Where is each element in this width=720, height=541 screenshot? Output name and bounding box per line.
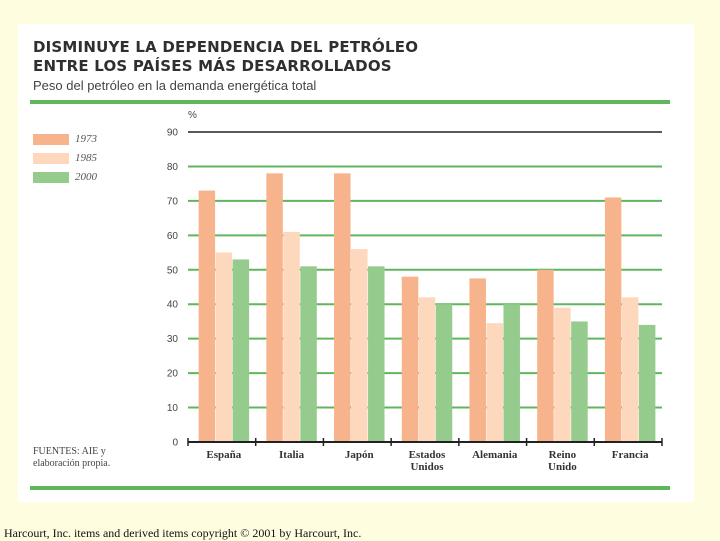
bar-1985-0 (215, 252, 233, 442)
bar-1973-1 (266, 173, 283, 443)
category-label-2-0: Japón (345, 449, 374, 461)
source-note: FUENTES: AIE y elaboración propia. (33, 446, 110, 470)
y-tick-label-90: 90 (167, 128, 179, 139)
chart-title: DISMINUYE LA DEPENDENCIA DEL PETRÓLEO EN… (33, 38, 418, 76)
legend-swatch-1985 (33, 153, 69, 164)
bottom-rule (30, 486, 670, 490)
legend-label-1973: 1973 (75, 133, 97, 145)
bar-1973-6 (604, 197, 622, 442)
y-tick-label-50: 50 (167, 265, 179, 276)
bar-2000-0 (232, 259, 250, 442)
y-tick-label-30: 30 (167, 334, 179, 345)
source-line-2: elaboración propia. (33, 458, 111, 469)
bar-1973-2 (334, 173, 351, 443)
legend-swatch-1973 (33, 134, 69, 145)
category-label-1-0: Italia (279, 449, 305, 461)
bar-2000-2 (368, 266, 385, 442)
y-tick-label-40: 40 (167, 300, 179, 311)
y-tick-label-20: 20 (167, 369, 179, 380)
bar-2000-3 (435, 304, 453, 442)
y-tick-label-0: 0 (172, 438, 178, 449)
legend-label-1985: 1985 (75, 152, 97, 164)
bar-1985-6 (621, 297, 639, 442)
top-rule (30, 100, 670, 104)
legend-swatch-2000 (33, 172, 69, 183)
bar-1973-0 (198, 190, 216, 442)
bar-1973-4 (469, 278, 486, 442)
bar-1985-3 (418, 297, 436, 442)
category-label-5-0: Reino (549, 449, 577, 461)
category-label-0-0: España (206, 449, 241, 461)
y-axis-unit: % (188, 110, 197, 121)
category-label-5-1: Unido (548, 461, 577, 473)
bar-1985-5 (554, 307, 571, 442)
category-label-3-0: Estados (409, 449, 446, 461)
bar-1985-4 (486, 323, 503, 442)
bar-1973-3 (401, 276, 419, 442)
category-label-6-0: Francia (612, 449, 649, 461)
y-tick-label-80: 80 (167, 162, 179, 173)
bar-2000-4 (503, 304, 520, 442)
bar-1985-1 (283, 231, 300, 442)
source-line-1: FUENTES: AIE y (33, 446, 106, 457)
y-tick-label-60: 60 (167, 231, 179, 242)
bar-2000-5 (571, 321, 588, 442)
chart-subtitle: Peso del petróleo en la demanda energéti… (33, 78, 317, 93)
bar-1985-2 (351, 249, 368, 442)
category-label-3-1: Unidos (410, 461, 444, 473)
bar-2000-6 (638, 324, 656, 442)
category-label-4-0: Alemania (472, 449, 518, 461)
title-line-2: ENTRE LOS PAÍSES MÁS DESARROLLADOS (33, 57, 392, 75)
title-line-1: DISMINUYE LA DEPENDENCIA DEL PETRÓLEO (33, 38, 419, 56)
legend-label-2000: 2000 (75, 171, 97, 183)
y-tick-label-10: 10 (167, 403, 179, 414)
bar-1973-5 (537, 269, 554, 442)
copyright-footer: Harcourt, Inc. items and derived items c… (4, 526, 362, 540)
bar-2000-1 (300, 266, 317, 442)
y-tick-label-70: 70 (167, 196, 179, 207)
